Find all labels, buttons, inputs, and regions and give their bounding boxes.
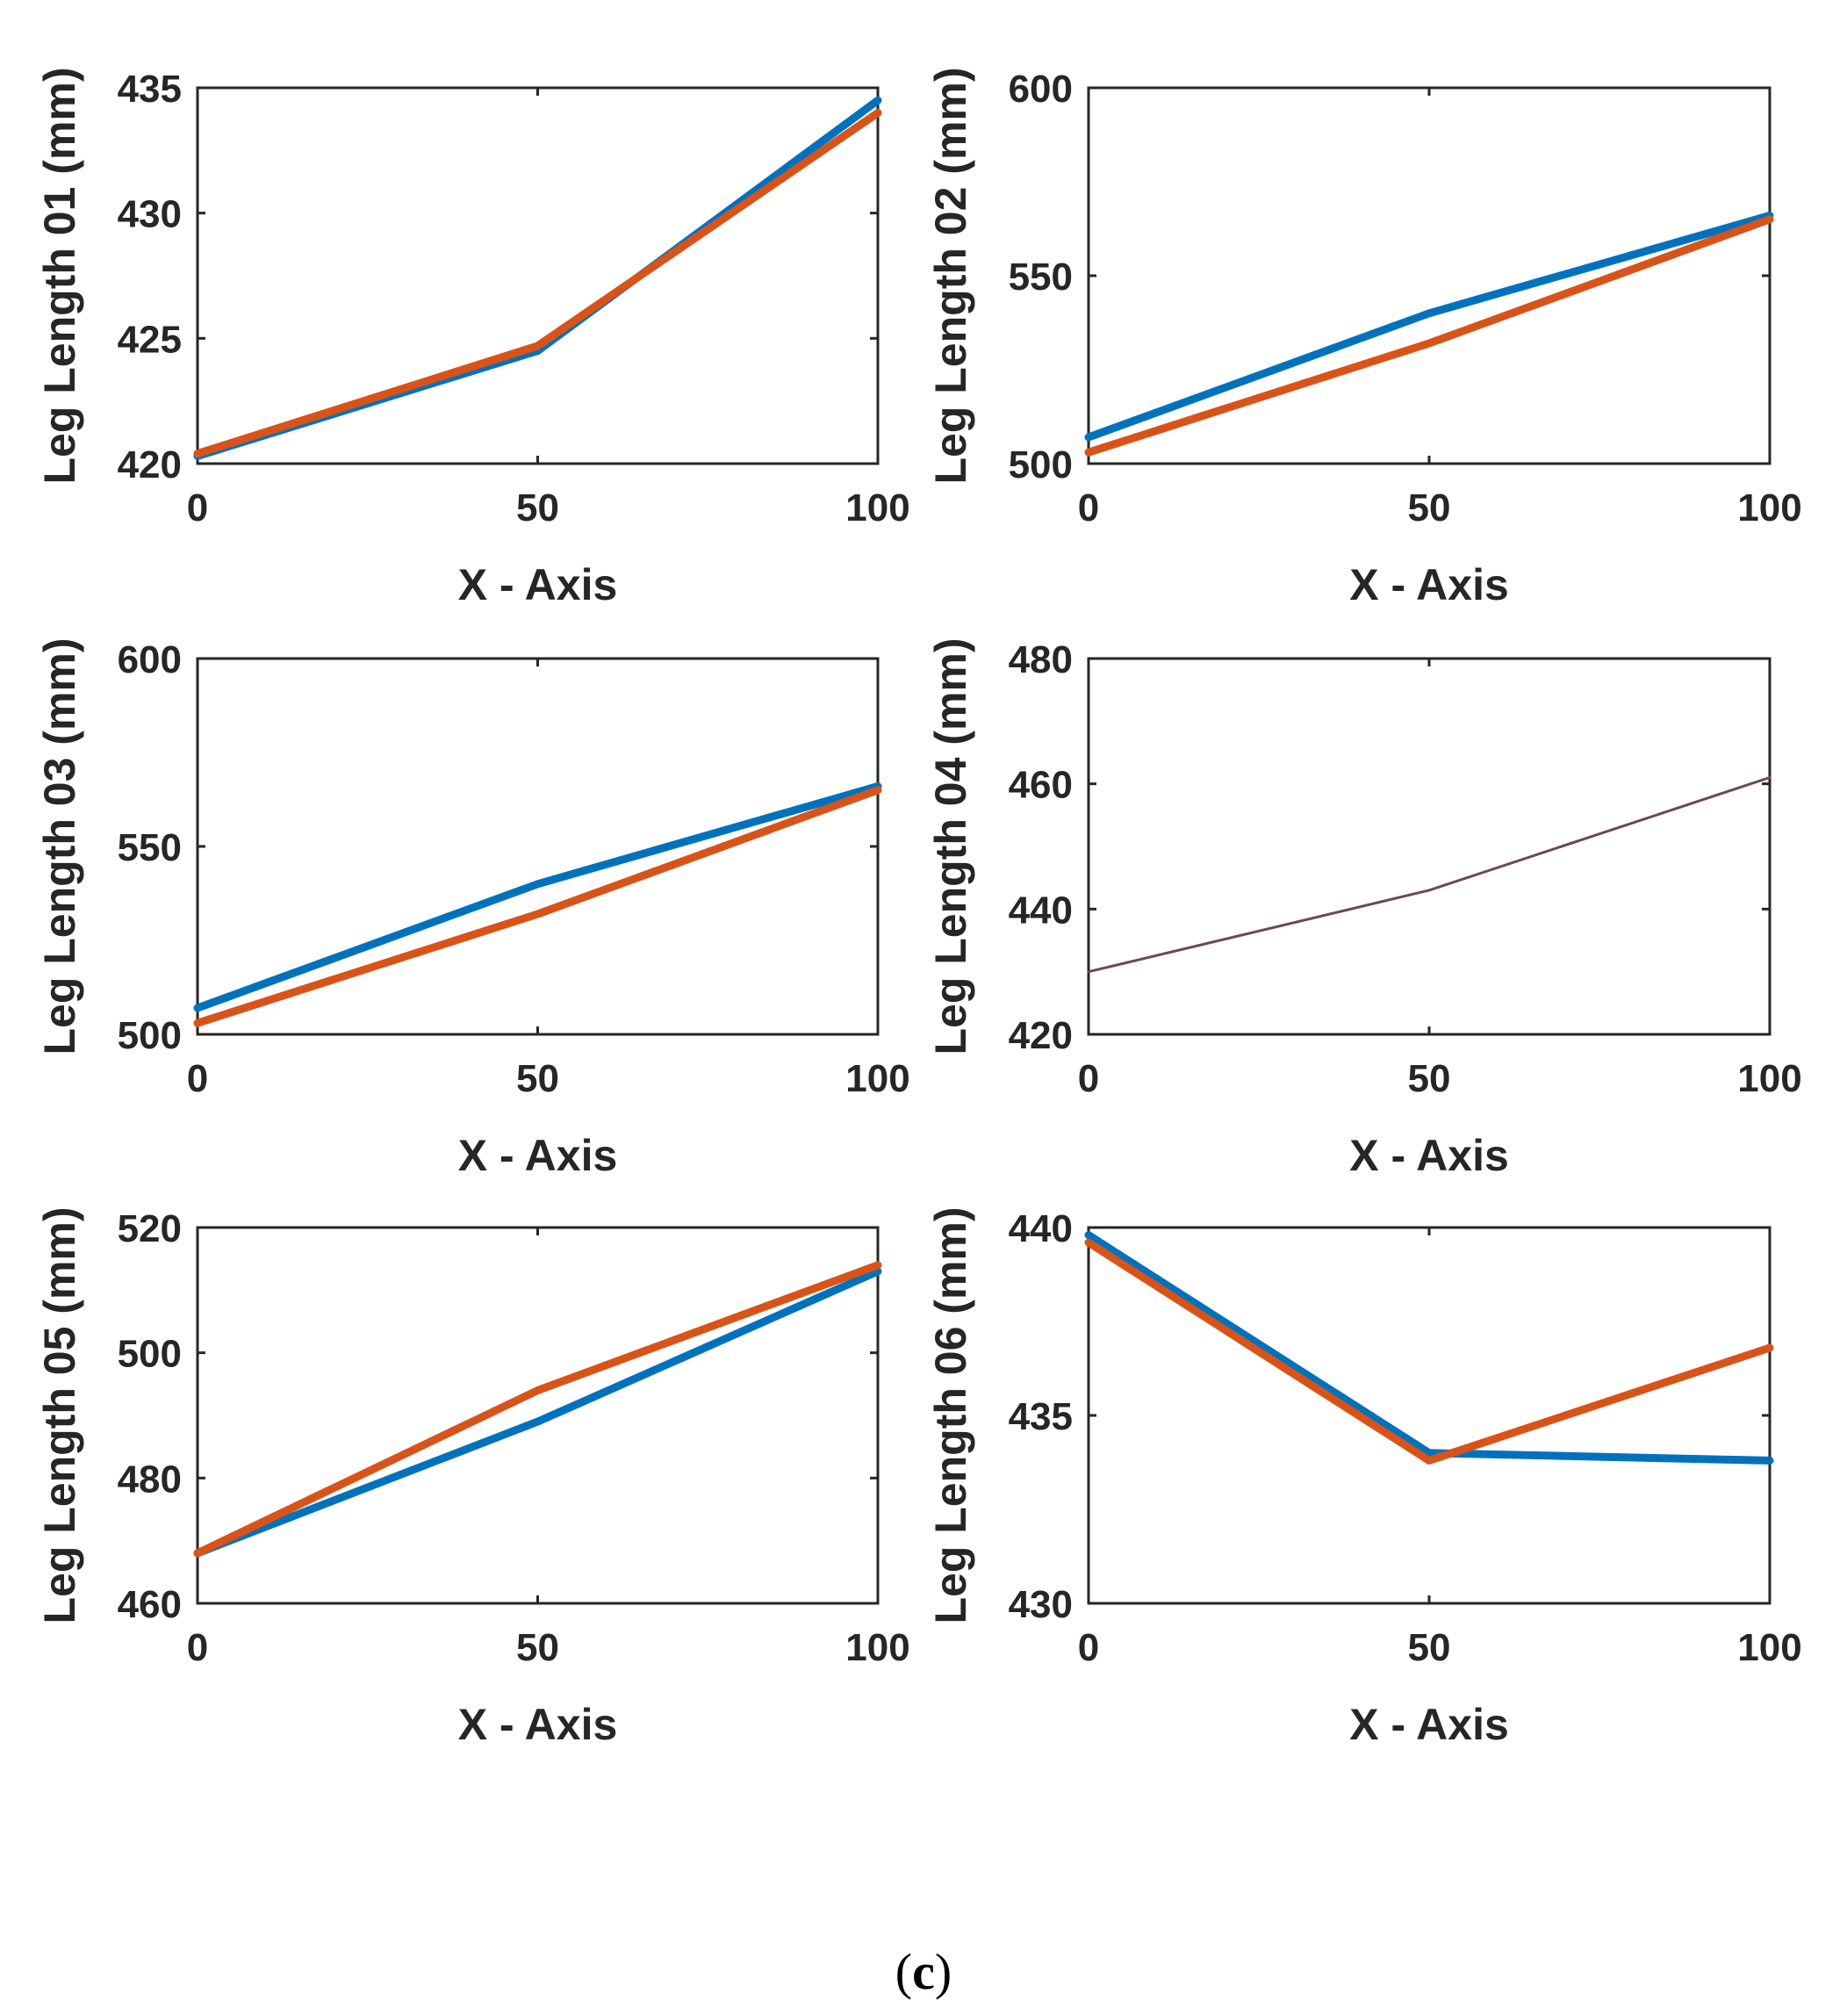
x-tick-label: 0	[1078, 1626, 1099, 1669]
y-axis-label: Leg Length 04 (mm)	[926, 637, 975, 1055]
subplot-06: 0 50 100 430 435 440 X - Axis Leg Length 06 (mm…	[926, 1206, 1802, 1749]
y-tick-label: 480	[1009, 638, 1073, 681]
plot-frame	[1087, 86, 1772, 465]
subplot-01: 0 50 100 420 425 430 435 X - Axis Leg Length 01 …	[35, 67, 910, 609]
x-axis-label: X - Axis	[458, 560, 618, 609]
series-line-combined	[1087, 776, 1772, 974]
plot-frame	[196, 657, 880, 1036]
subplot-05: 0 50 100 460 480 500 520 X - Axis Leg Length 05 …	[35, 1206, 910, 1749]
series-line-orange	[1084, 1238, 1774, 1465]
x-tick-label: 0	[187, 486, 208, 529]
plot-frame	[1087, 1226, 1772, 1605]
y-tick-label: 480	[118, 1458, 182, 1501]
subplot-02: 0 50 100 500 550 600 X - Axis Leg Length 02 (mm…	[926, 67, 1802, 609]
series-line-blue	[193, 1267, 882, 1558]
y-tick-label: 435	[1009, 1395, 1073, 1438]
x-tick-label: 0	[187, 1626, 208, 1669]
x-axis-label: X - Axis	[1349, 1700, 1509, 1749]
x-axis-label: X - Axis	[458, 1700, 618, 1749]
y-tick-label: 430	[1009, 1583, 1073, 1626]
series-line-blue	[193, 782, 882, 1012]
x-tick-label: 0	[1078, 486, 1099, 529]
y-tick-label: 430	[118, 193, 182, 236]
series-line-orange	[193, 786, 882, 1027]
y-tick-label: 600	[118, 638, 182, 681]
x-tick-label: 50	[516, 1626, 559, 1669]
x-tick-label: 0	[187, 1057, 208, 1100]
y-tick-label: 550	[1009, 256, 1073, 299]
x-axis-label: X - Axis	[1349, 560, 1509, 609]
plot-frame	[196, 1226, 880, 1605]
x-axis-label: X - Axis	[458, 1131, 618, 1180]
series-line-orange	[1084, 215, 1774, 457]
plot-frame	[196, 86, 880, 465]
series-line-orange	[193, 109, 882, 458]
y-axis-label: Leg Length 02 (mm)	[926, 67, 975, 484]
y-tick-label: 550	[118, 826, 182, 869]
y-tick-label: 440	[1009, 1207, 1073, 1250]
x-tick-label: 0	[1078, 1057, 1099, 1100]
y-tick-label: 425	[118, 318, 182, 361]
x-tick-label: 50	[1408, 1626, 1451, 1669]
y-axis-label: Leg Length 01 (mm)	[35, 67, 84, 484]
x-tick-label: 50	[516, 486, 559, 529]
y-tick-label: 435	[118, 68, 182, 111]
y-tick-label: 460	[1009, 764, 1073, 807]
series-line-blue	[1084, 212, 1774, 442]
y-tick-label: 500	[118, 1333, 182, 1376]
y-tick-label: 440	[1009, 889, 1073, 932]
plot-frame	[1087, 657, 1772, 1036]
y-tick-label: 500	[118, 1014, 182, 1057]
series-line-blue	[1084, 1231, 1774, 1465]
x-tick-label: 100	[1737, 1057, 1801, 1100]
caption-close-paren: )	[935, 1943, 952, 2000]
y-tick-label: 460	[118, 1583, 182, 1626]
y-axis-label: Leg Length 05 (mm)	[35, 1206, 84, 1624]
x-tick-label: 50	[1408, 486, 1451, 529]
y-tick-label: 520	[118, 1207, 182, 1250]
y-tick-label: 600	[1009, 68, 1073, 111]
figure-caption: (c)	[895, 1943, 952, 2000]
x-axis-label: X - Axis	[1349, 1131, 1509, 1180]
caption-open-paren: (	[895, 1943, 912, 2000]
y-axis-label: Leg Length 06 (mm)	[926, 1206, 975, 1624]
series-line-orange	[193, 1261, 882, 1558]
y-axis-label: Leg Length 03 (mm)	[35, 637, 84, 1055]
x-tick-label: 100	[845, 1057, 909, 1100]
y-tick-label: 420	[1009, 1014, 1073, 1057]
y-tick-label: 500	[1009, 443, 1073, 486]
x-tick-label: 100	[845, 1626, 909, 1669]
x-tick-label: 100	[845, 486, 909, 529]
y-tick-label: 420	[118, 443, 182, 486]
x-tick-label: 50	[516, 1057, 559, 1100]
subplot-04: 0 50 100 420 440 460 480 X - Axis Leg Length 04 …	[926, 637, 1802, 1180]
x-tick-label: 50	[1408, 1057, 1451, 1100]
series-line-blue	[193, 96, 882, 460]
x-tick-label: 100	[1737, 486, 1801, 529]
subplot-03: 0 50 100 500 550 600 X - Axis Leg Length 03 (mm…	[35, 637, 910, 1180]
caption-letter: c	[912, 1943, 935, 2000]
subplot-grid: 0 50 100 420 425 430 435 X - Axis Leg Length 01 …	[35, 67, 1802, 1749]
x-tick-label: 100	[1737, 1626, 1801, 1669]
